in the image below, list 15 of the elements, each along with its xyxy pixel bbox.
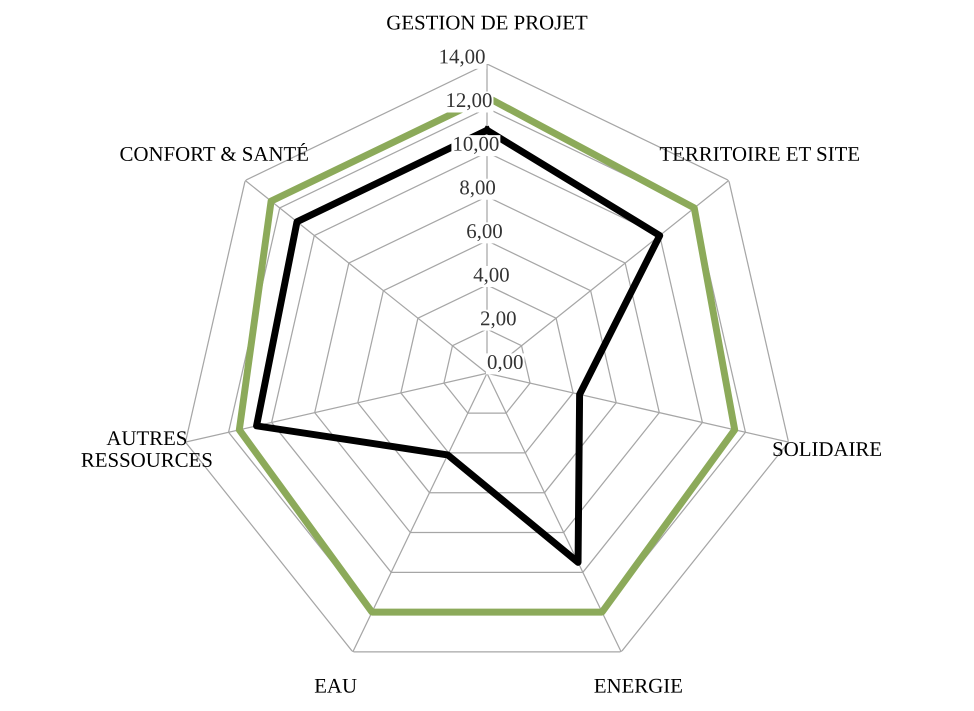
y-tick-label: 8,00 [460,180,496,198]
spoke-label: CONFORT & SANTÉ [120,142,308,161]
y-tick-label: 0,00 [488,354,523,372]
y-tick-label: 10,00 [454,136,499,154]
y-tick-label: 4,00 [474,268,509,285]
y-tick-label: 14,00 [440,50,485,67]
spoke-label: TERRITOIRE ET SITE [660,146,860,161]
spoke-label: GESTION DE PROJET [387,16,588,30]
spoke-label: ENERGIE [594,678,682,693]
spoke-label: EAU [314,678,357,693]
spoke-label: SOLIDAIRE [774,442,882,456]
spoke-label: AUTRES RESSOURCES [81,431,212,468]
y-tick-label: 12,00 [447,93,492,110]
y-tick-label: 6,00 [467,224,502,242]
y-tick-label: 2,00 [481,311,516,328]
